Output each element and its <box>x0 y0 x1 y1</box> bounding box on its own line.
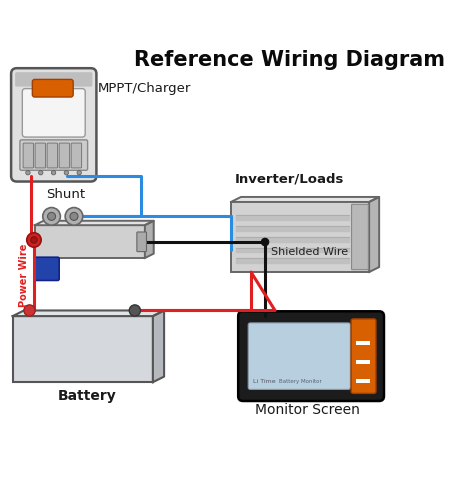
FancyBboxPatch shape <box>356 379 370 384</box>
Circle shape <box>31 237 37 243</box>
Text: Battery Monitor: Battery Monitor <box>279 379 322 384</box>
Polygon shape <box>231 197 379 202</box>
FancyBboxPatch shape <box>35 257 59 280</box>
Polygon shape <box>13 311 164 316</box>
Text: Shielded Wire: Shielded Wire <box>271 247 348 257</box>
FancyBboxPatch shape <box>15 72 93 86</box>
Circle shape <box>64 170 69 175</box>
Circle shape <box>77 170 82 175</box>
Polygon shape <box>236 226 349 231</box>
Polygon shape <box>236 215 349 220</box>
FancyBboxPatch shape <box>22 89 85 137</box>
FancyBboxPatch shape <box>351 319 376 394</box>
Text: Power Wire: Power Wire <box>19 243 29 307</box>
Circle shape <box>262 239 269 246</box>
Polygon shape <box>35 221 154 225</box>
FancyBboxPatch shape <box>238 312 384 401</box>
Text: Reference Wiring Diagram: Reference Wiring Diagram <box>134 50 445 70</box>
Polygon shape <box>145 221 154 258</box>
Polygon shape <box>369 197 379 272</box>
FancyBboxPatch shape <box>352 204 368 270</box>
FancyBboxPatch shape <box>248 323 350 389</box>
Circle shape <box>43 207 60 225</box>
Circle shape <box>27 233 41 247</box>
Text: MPPT/Charger: MPPT/Charger <box>98 82 191 95</box>
Circle shape <box>65 207 83 225</box>
FancyBboxPatch shape <box>59 143 70 168</box>
Polygon shape <box>153 311 164 382</box>
FancyBboxPatch shape <box>23 143 33 168</box>
Text: Battery: Battery <box>57 389 116 403</box>
FancyBboxPatch shape <box>13 316 153 382</box>
Polygon shape <box>236 237 349 241</box>
Circle shape <box>24 305 35 316</box>
FancyBboxPatch shape <box>231 202 369 272</box>
Circle shape <box>38 170 43 175</box>
FancyBboxPatch shape <box>11 68 97 181</box>
FancyBboxPatch shape <box>71 143 82 168</box>
Circle shape <box>70 212 78 220</box>
Circle shape <box>48 212 55 220</box>
FancyBboxPatch shape <box>33 79 73 97</box>
FancyBboxPatch shape <box>47 143 58 168</box>
Polygon shape <box>236 248 349 252</box>
Circle shape <box>129 305 141 316</box>
Polygon shape <box>236 258 349 263</box>
Text: Monitor Screen: Monitor Screen <box>255 403 360 418</box>
FancyBboxPatch shape <box>35 225 145 258</box>
FancyBboxPatch shape <box>35 143 45 168</box>
Circle shape <box>51 170 56 175</box>
Circle shape <box>26 170 30 175</box>
Text: Li Time: Li Time <box>253 379 276 384</box>
FancyBboxPatch shape <box>356 360 370 364</box>
Text: Shunt: Shunt <box>46 188 85 201</box>
Text: Inverter/Loads: Inverter/Loads <box>235 172 344 185</box>
FancyBboxPatch shape <box>20 140 87 170</box>
FancyBboxPatch shape <box>356 341 370 345</box>
FancyBboxPatch shape <box>137 232 147 252</box>
